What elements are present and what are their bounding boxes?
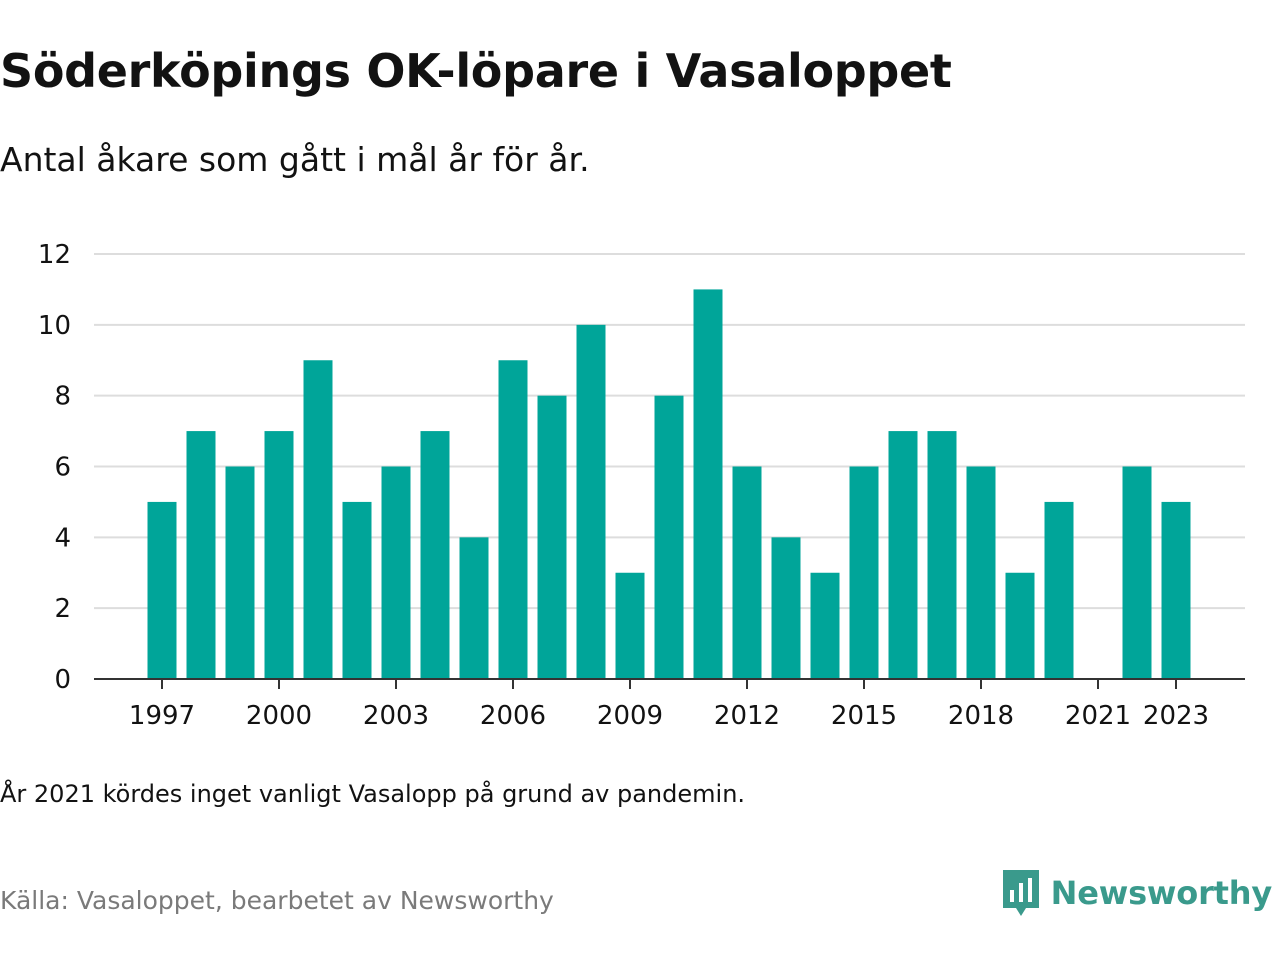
bar-2023 xyxy=(1161,501,1191,679)
chart-note: År 2021 kördes inget vanligt Vasalopp på… xyxy=(0,780,746,808)
y-axis-ticks: 0 2 4 6 8 10 12 xyxy=(38,240,71,695)
bars xyxy=(147,289,1191,679)
bar-2010 xyxy=(654,395,684,679)
bar-2005 xyxy=(459,537,489,679)
source-credit: Källa: Vasaloppet, bearbetet av Newswort… xyxy=(0,886,554,915)
bar-2007 xyxy=(537,395,567,679)
chart-subtitle: Antal åkare som gått i mål år för år. xyxy=(0,140,590,179)
x-tick-label: 2009 xyxy=(597,701,663,731)
y-tick-label: 0 xyxy=(54,665,71,695)
bar-2011 xyxy=(693,289,723,679)
y-tick-label: 2 xyxy=(54,594,71,624)
bar-1997 xyxy=(147,501,177,679)
x-tick-label: 1997 xyxy=(129,701,195,731)
bar-2000 xyxy=(264,431,294,679)
bar-2002 xyxy=(342,501,372,679)
x-tick-label: 2003 xyxy=(363,701,429,731)
x-tick-label: 2023 xyxy=(1143,701,1209,731)
bar-2016 xyxy=(888,431,918,679)
bar-2006 xyxy=(498,360,528,679)
bar-2013 xyxy=(771,537,801,679)
bar-2017 xyxy=(927,431,957,679)
brand-name: Newsworthy xyxy=(1050,874,1273,912)
bar-2022 xyxy=(1122,466,1152,679)
bar-2014 xyxy=(810,572,840,679)
newsworthy-bar-chart-speech-bubble-icon xyxy=(1002,870,1039,916)
bar-2020 xyxy=(1044,501,1074,679)
bar-2009 xyxy=(615,572,645,679)
bar-2018 xyxy=(966,466,996,679)
y-tick-label: 12 xyxy=(38,240,71,270)
x-tick-label: 2015 xyxy=(831,701,897,731)
bar-2012 xyxy=(732,466,762,679)
bar-2001 xyxy=(303,360,333,679)
y-tick-label: 4 xyxy=(54,523,71,553)
bar-1999 xyxy=(225,466,255,679)
chart-title: Söderköpings OK-löpare i Vasaloppet xyxy=(0,44,952,98)
y-tick-label: 10 xyxy=(38,311,71,341)
x-axis: 1997 2000 2003 2006 2009 2012 2015 2018 2021 2023 xyxy=(94,678,1245,731)
x-tick-label: 2012 xyxy=(714,701,780,731)
bar-1998 xyxy=(186,431,216,679)
bar-2003 xyxy=(381,466,411,679)
y-tick-label: 6 xyxy=(54,453,71,483)
x-tick-label: 2000 xyxy=(246,701,312,731)
newsworthy-logo: Newsworthy xyxy=(1001,868,1272,918)
bar-2008 xyxy=(576,324,606,679)
bar-chart: 0 2 4 6 8 10 12 1997 2000 2003 2006 2009 2012 2015 20… xyxy=(38,240,1245,731)
y-tick-label: 8 xyxy=(54,382,71,412)
bar-2015 xyxy=(849,466,879,679)
bar-2004 xyxy=(420,431,450,679)
x-tick-label: 2006 xyxy=(480,701,546,731)
x-tick-label: 2018 xyxy=(948,701,1014,731)
x-tick-label: 2021 xyxy=(1065,701,1131,731)
bar-2019 xyxy=(1005,572,1035,679)
